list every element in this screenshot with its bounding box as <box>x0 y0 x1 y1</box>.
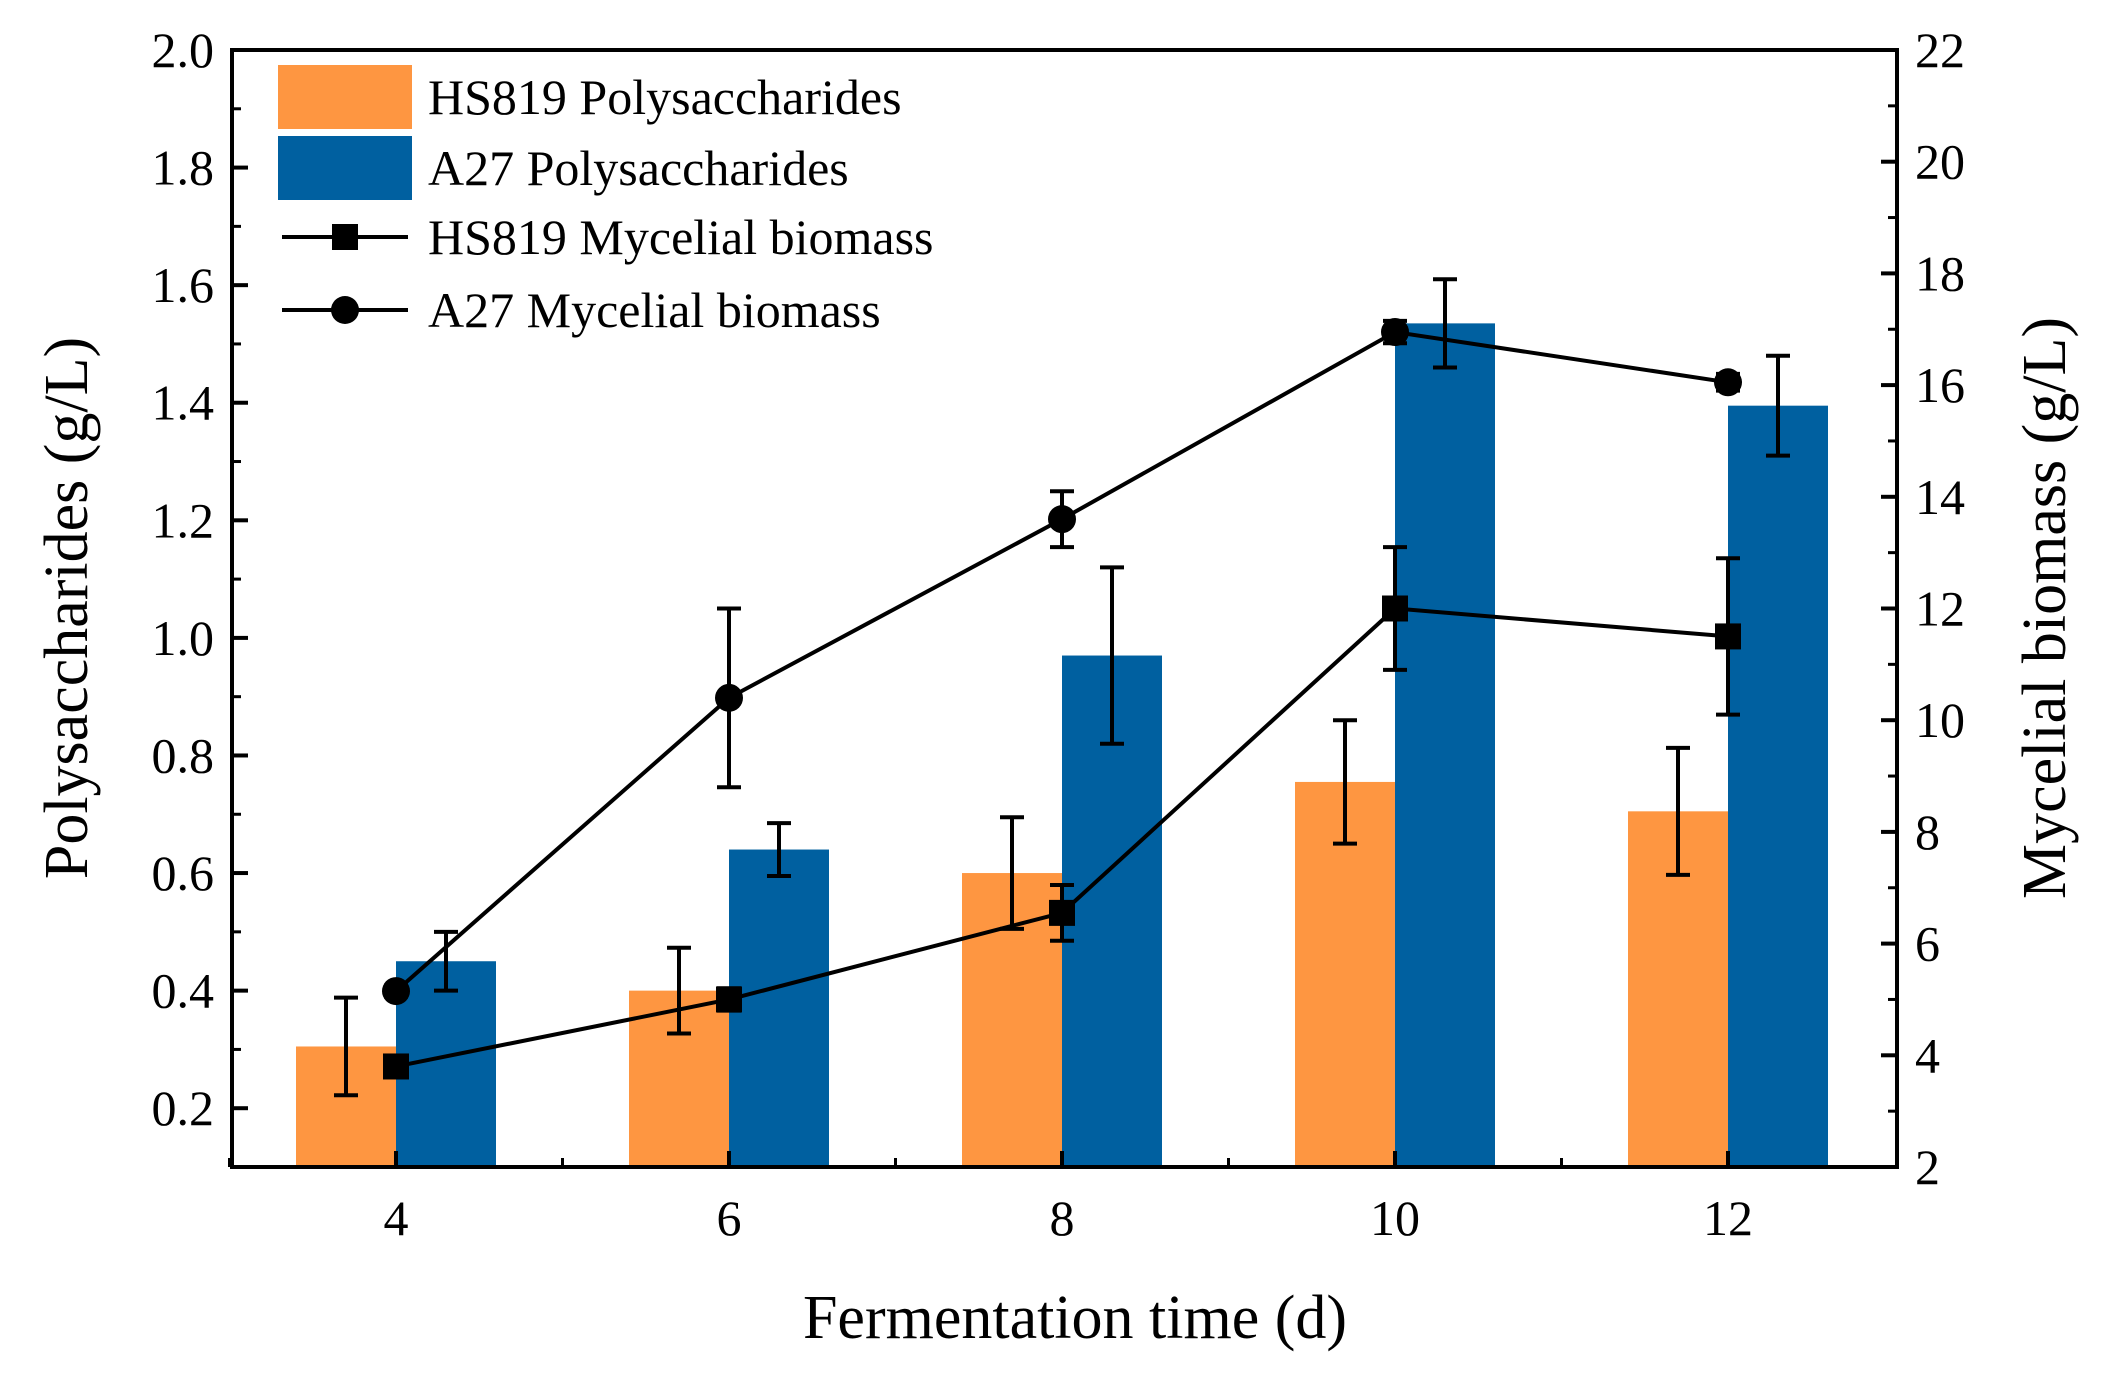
x-tick-label: 4 <box>384 1190 409 1246</box>
bar <box>729 849 829 1167</box>
y-tick-label: 1.2 <box>152 492 215 548</box>
y2-tick-label: 20 <box>1915 134 1965 190</box>
y-tick-label: 0.4 <box>152 963 215 1019</box>
point-marker <box>1381 318 1409 347</box>
x-tick-label: 6 <box>717 1190 742 1246</box>
bar <box>1728 405 1828 1167</box>
legend-label: A27 Mycelial biomass <box>428 282 881 338</box>
point-marker <box>715 683 743 712</box>
legend-label: HS819 Mycelial biomass <box>428 209 934 265</box>
y2-tick-label: 14 <box>1915 469 1965 525</box>
y-tick-label: 2.0 <box>152 22 215 78</box>
point-marker <box>1049 899 1075 926</box>
point-marker <box>1715 623 1741 650</box>
point-marker <box>1048 505 1076 534</box>
legend-marker <box>331 296 359 324</box>
point-marker <box>383 1053 409 1080</box>
bar <box>1295 781 1395 1167</box>
lines-layer <box>382 318 1742 1080</box>
ticks-layer: 0.2 0.4 0.6 0.8 1.0 1.2 1.4 1.6 1.8 2.0 2 4 6 8 10 12 14… <box>152 22 1966 1246</box>
legend-label: HS819 Polysaccharides <box>428 69 902 125</box>
x-tick-label: 8 <box>1050 1190 1075 1246</box>
legend-swatch <box>278 65 412 129</box>
x-axis-label: Fermentation time (d) <box>803 1284 1347 1352</box>
y2-tick-label: 18 <box>1915 245 1965 301</box>
y2-tick-label: 16 <box>1915 357 1965 413</box>
y2-tick-label: 12 <box>1915 581 1965 637</box>
point-marker <box>1382 595 1408 622</box>
y2-tick-label: 8 <box>1915 804 1940 860</box>
y-tick-label: 0.2 <box>152 1080 215 1136</box>
y-axis-label: Polysaccharides (g/L) <box>33 337 101 879</box>
bar <box>1395 323 1495 1167</box>
point-marker <box>1714 368 1742 397</box>
y2-tick-label: 4 <box>1915 1027 1940 1083</box>
y-tick-label: 1.6 <box>152 257 215 313</box>
y-tick-label: 0.6 <box>152 845 215 901</box>
y2-tick-label: 6 <box>1915 916 1940 972</box>
x-tick-label: 12 <box>1703 1190 1753 1246</box>
y-tick-label: 1.8 <box>152 140 215 196</box>
legend-label: A27 Polysaccharides <box>428 140 849 196</box>
y2-tick-label: 2 <box>1915 1139 1940 1195</box>
y-tick-label: 1.4 <box>152 375 215 431</box>
y-tick-label: 0.8 <box>152 727 215 783</box>
legend-swatch <box>278 136 412 200</box>
point-marker <box>382 977 410 1006</box>
y2-tick-label: 22 <box>1915 22 1965 78</box>
legend-marker <box>332 224 358 250</box>
point-marker <box>716 986 742 1013</box>
y-tick-label: 1.0 <box>152 610 215 666</box>
x-tick-label: 10 <box>1370 1190 1420 1246</box>
legend: HS819 Polysaccharides A27 Polysaccharides… <box>278 65 934 338</box>
y2-tick-label: 10 <box>1915 692 1965 748</box>
bars-layer <box>296 277 1828 1167</box>
y2-axis-label: Mycelial biomass (g/L) <box>2011 317 2079 899</box>
